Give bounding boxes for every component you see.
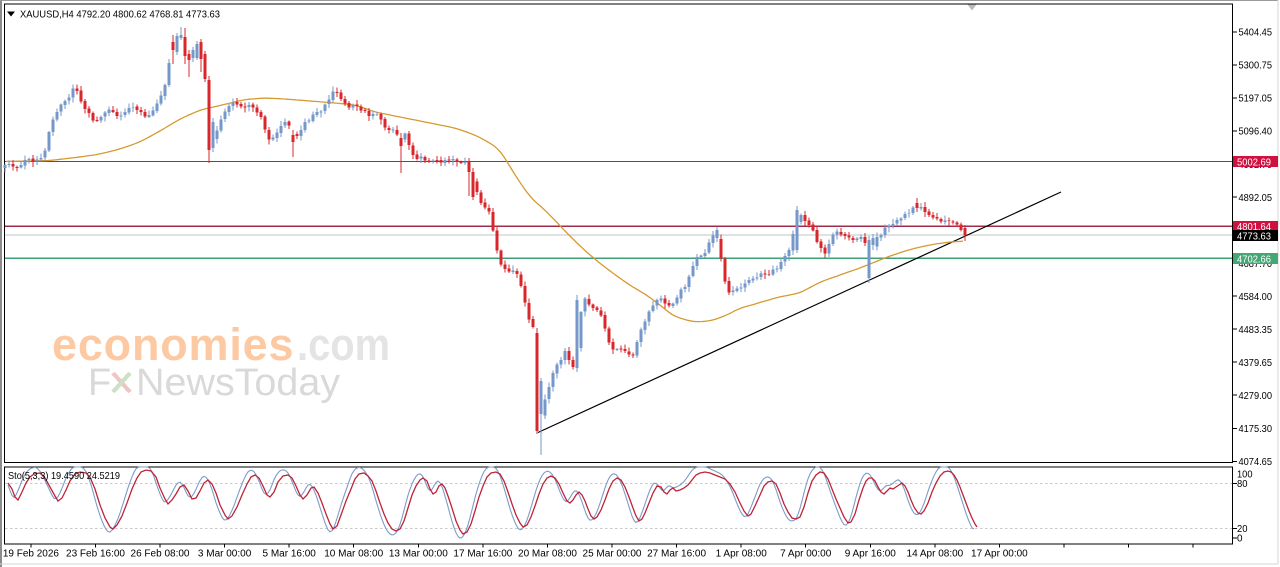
svg-text:4279.00: 4279.00 — [1239, 390, 1273, 402]
svg-text:Sto(5,3,3) 19.4590 24.5219: Sto(5,3,3) 19.4590 24.5219 — [8, 470, 120, 482]
svg-text:5404.45: 5404.45 — [1239, 27, 1273, 39]
svg-text:10 Mar 08:00: 10 Mar 08:00 — [324, 549, 383, 560]
svg-text:26 Feb 08:00: 26 Feb 08:00 — [131, 549, 190, 560]
svg-text:4892.05: 4892.05 — [1239, 192, 1273, 204]
svg-text:4702.66: 4702.66 — [1237, 253, 1271, 265]
svg-text:100: 100 — [1237, 469, 1253, 481]
svg-text:14 Apr 08:00: 14 Apr 08:00 — [907, 549, 964, 560]
svg-text:25 Mar 00:00: 25 Mar 00:00 — [583, 549, 642, 560]
svg-text:0: 0 — [1237, 532, 1243, 544]
svg-text:27 Mar 16:00: 27 Mar 16:00 — [647, 549, 706, 560]
svg-text:20: 20 — [1237, 523, 1248, 535]
svg-text:7 Apr 00:00: 7 Apr 00:00 — [780, 549, 832, 560]
svg-text:23 Feb 16:00: 23 Feb 16:00 — [66, 549, 125, 560]
svg-text:4483.35: 4483.35 — [1239, 324, 1273, 336]
svg-text:13 Mar 00:00: 13 Mar 00:00 — [389, 549, 448, 560]
svg-text:20 Mar 08:00: 20 Mar 08:00 — [518, 549, 577, 560]
svg-text:4175.30: 4175.30 — [1239, 423, 1273, 435]
svg-text:19 Feb 2026: 19 Feb 2026 — [3, 549, 60, 560]
svg-text:3 Mar 00:00: 3 Mar 00:00 — [198, 549, 252, 560]
svg-text:F: F — [88, 362, 111, 404]
svg-text:4584.00: 4584.00 — [1239, 291, 1273, 303]
svg-text:4773.63: 4773.63 — [1237, 230, 1271, 242]
svg-text:80: 80 — [1237, 478, 1248, 490]
svg-text:17 Mar 16:00: 17 Mar 16:00 — [453, 549, 512, 560]
svg-text:17 Apr 00:00: 17 Apr 00:00 — [971, 549, 1028, 560]
svg-text:XAUUSD,H4 4792.20 4800.62 476: XAUUSD,H4 4792.20 4800.62 4768.81 4773.6… — [20, 9, 220, 21]
svg-text:1 Apr 08:00: 1 Apr 08:00 — [716, 549, 768, 560]
svg-text:5002.69: 5002.69 — [1237, 157, 1271, 169]
svg-text:5096.40: 5096.40 — [1239, 126, 1273, 138]
svg-text:.com: .com — [297, 319, 390, 370]
svg-text:5197.05: 5197.05 — [1239, 93, 1273, 105]
svg-text:5300.75: 5300.75 — [1239, 60, 1273, 72]
svg-text:4074.65: 4074.65 — [1239, 456, 1273, 468]
svg-text:9 Apr 16:00: 9 Apr 16:00 — [845, 549, 897, 560]
svg-text:4379.65: 4379.65 — [1239, 357, 1273, 369]
svg-text:economies: economies — [52, 319, 294, 370]
svg-text:NewsToday: NewsToday — [136, 362, 340, 404]
svg-text:5 Mar 16:00: 5 Mar 16:00 — [263, 549, 317, 560]
